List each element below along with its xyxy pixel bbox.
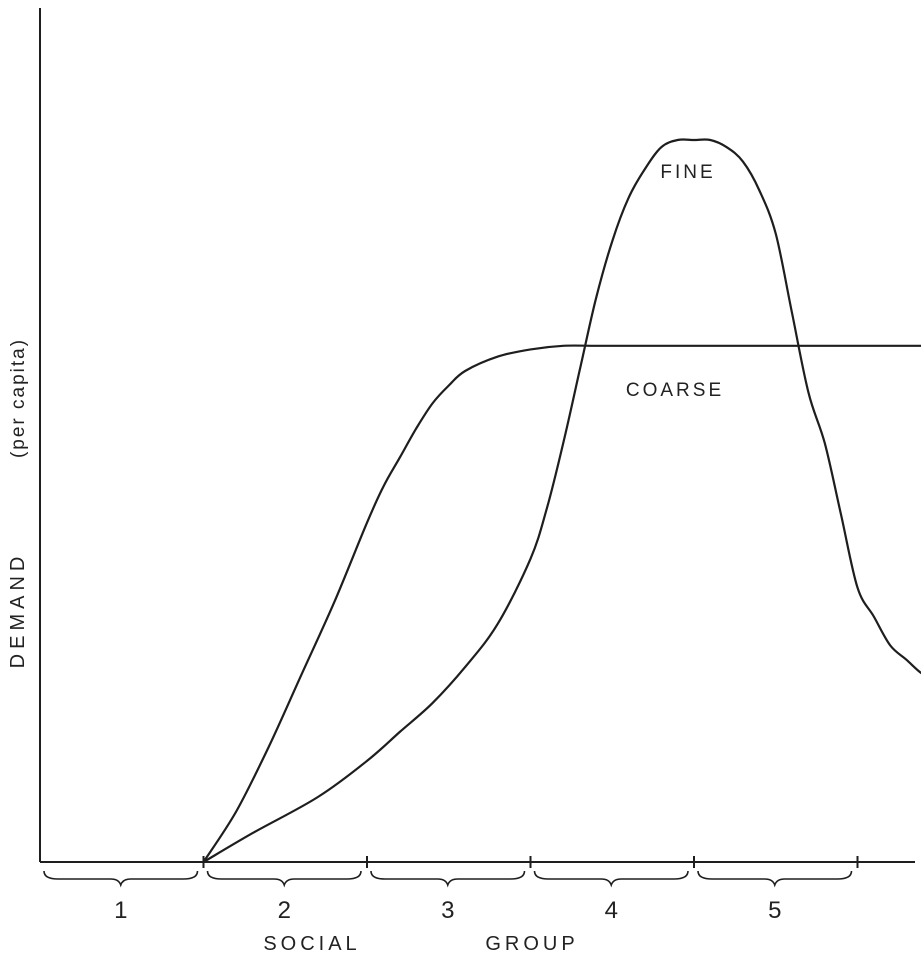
group-brace-3: [370, 870, 526, 888]
y-axis-label-demand: DEMAND: [7, 552, 29, 669]
group-label-3: 3: [441, 897, 454, 924]
group-label-2: 2: [278, 897, 291, 924]
x-axis-label-group: GROUP: [485, 933, 578, 955]
group-label-1: 1: [114, 897, 127, 924]
x-axis-label-social: SOCIAL: [263, 933, 360, 955]
series-line-fine: [202, 138, 921, 864]
group-brace-2: [206, 870, 362, 888]
group-brace-4: [533, 870, 689, 888]
series-label-fine: FINE: [660, 162, 715, 183]
social-group-axis: 1 2 3 4 5: [43, 856, 859, 924]
series-line-coarse: [202, 344, 921, 864]
group-label-4: 4: [605, 897, 618, 924]
group-label-5: 5: [768, 897, 781, 924]
group-brace-5: [697, 870, 853, 888]
series-label-coarse: COARSE: [626, 380, 724, 401]
y-axis-label-per-capita: (per capita): [8, 338, 29, 458]
group-brace-1: [43, 870, 199, 888]
